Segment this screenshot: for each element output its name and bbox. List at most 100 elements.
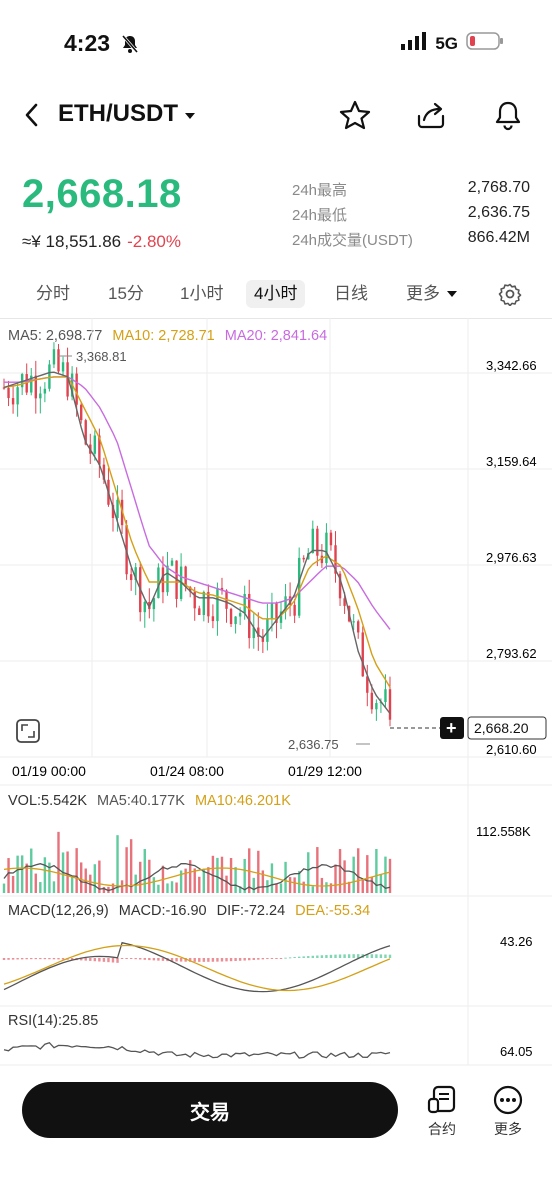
macd-bar [288,957,292,959]
volume-bar [384,856,387,893]
price-change: -2.80% [127,232,182,251]
macd-bar [25,958,28,960]
volume-bar [11,875,15,893]
volume-bar [98,860,101,893]
volume-bar [30,848,33,893]
candle-body [43,388,47,394]
candle-body [311,528,314,554]
plus-icon: + [446,718,457,738]
volume-bar [302,881,305,893]
ma10-line [3,376,391,688]
volume-bar [198,876,201,893]
macd-bar [216,958,219,962]
macd-bar [266,958,269,960]
settings-icon[interactable] [498,282,522,307]
contract-button[interactable]: 合约 [412,1084,472,1139]
tab-15m[interactable]: 15分 [108,284,144,303]
candle-body [34,375,37,399]
macd-max-label: 43.26 [500,934,533,949]
bell-icon[interactable] [491,98,525,132]
tab-4h[interactable]: 4小时 [246,280,306,308]
rsi-line [3,1041,391,1059]
vol-ma5-line [3,862,391,892]
volume-bar [243,858,246,893]
macd-bar [89,958,92,961]
volume-bar [57,831,60,893]
candle-body [152,598,156,610]
candle-body [261,636,265,642]
macd-bar [193,958,196,962]
volume-bar [129,839,133,893]
candle-body [293,604,296,616]
ma20-legend: MA20: 2,841.64 [224,328,328,344]
tab-1h[interactable]: 1小时 [180,284,224,303]
volume-bar [220,856,224,893]
macd-bar [184,958,187,962]
macd-bar [375,954,378,958]
macd-bar [52,958,56,960]
share-icon[interactable] [414,98,448,132]
candle-body [234,616,237,625]
ma-legend: MA5: 2,698.77 MA10: 2,728.71 MA20: 2,841… [8,328,327,344]
volume-bar [34,873,37,893]
candle-body [184,566,187,587]
star-icon[interactable] [338,98,372,132]
candle-body [320,555,324,564]
candle-body [57,349,60,372]
volume-bar [188,860,192,893]
candle-body [48,364,51,389]
kline-chart[interactable]: 3,368.81 2,636.75 3,342.66 3,159.64 2,97… [0,318,552,1078]
volume-bar [325,882,328,893]
tab-1d[interactable]: 日线 [334,284,368,303]
volume-bar [357,848,360,893]
macd-bar [357,954,360,958]
volume-bar [157,884,160,893]
candle-body [252,627,255,639]
pair-title: ETH/USDT [58,100,178,127]
volume-bar [48,862,51,893]
trade-button[interactable]: 交易 [22,1082,398,1138]
expand-icon[interactable] [16,719,40,743]
candle-body [157,567,160,599]
volume-bar [379,874,383,893]
candle-body [75,373,78,405]
caret-down-icon [184,100,196,128]
macd-bar [261,958,265,960]
volume-bar [316,847,319,893]
macd-bar [148,958,151,961]
contract-label: 合约 [428,1121,456,1137]
add-order-button[interactable] [440,717,464,739]
candle-body [80,404,83,421]
rsi-max-label: 64.05 [500,1044,533,1059]
volume-bar [288,877,292,893]
macd-bar [334,954,337,958]
volume-bar [139,861,142,893]
candle-body [143,602,146,613]
candle-body [220,587,224,591]
macd-histogram [2,954,392,963]
candle-body [388,689,392,720]
vol-legend-value: VOL:5.542K [8,793,87,809]
macd-legend-dif: DIF:-72.24 [217,903,286,919]
dif-line [3,941,391,993]
tab-timeline[interactable]: 分时 [36,284,70,303]
pair-selector[interactable]: ETH/USDT [58,100,196,128]
volume-bar [25,863,28,893]
vol-ma10-legend: MA10:46.201K [195,793,291,809]
candle-body [211,616,215,622]
macd-bar [48,958,51,960]
more-button[interactable]: 更多 [478,1084,538,1139]
volume-bar [216,857,219,893]
macd-bar [20,958,24,960]
candle-body [338,573,342,599]
back-icon[interactable] [20,100,44,130]
macd-bar [343,954,346,958]
volume-bar [184,868,187,893]
dea-line [3,944,391,992]
candle-body [229,608,233,625]
macd-bar [11,958,15,960]
candle-body [84,420,87,445]
tab-more[interactable]: 更多 [406,280,458,308]
candle-body [116,499,119,519]
candle-body [384,689,387,702]
